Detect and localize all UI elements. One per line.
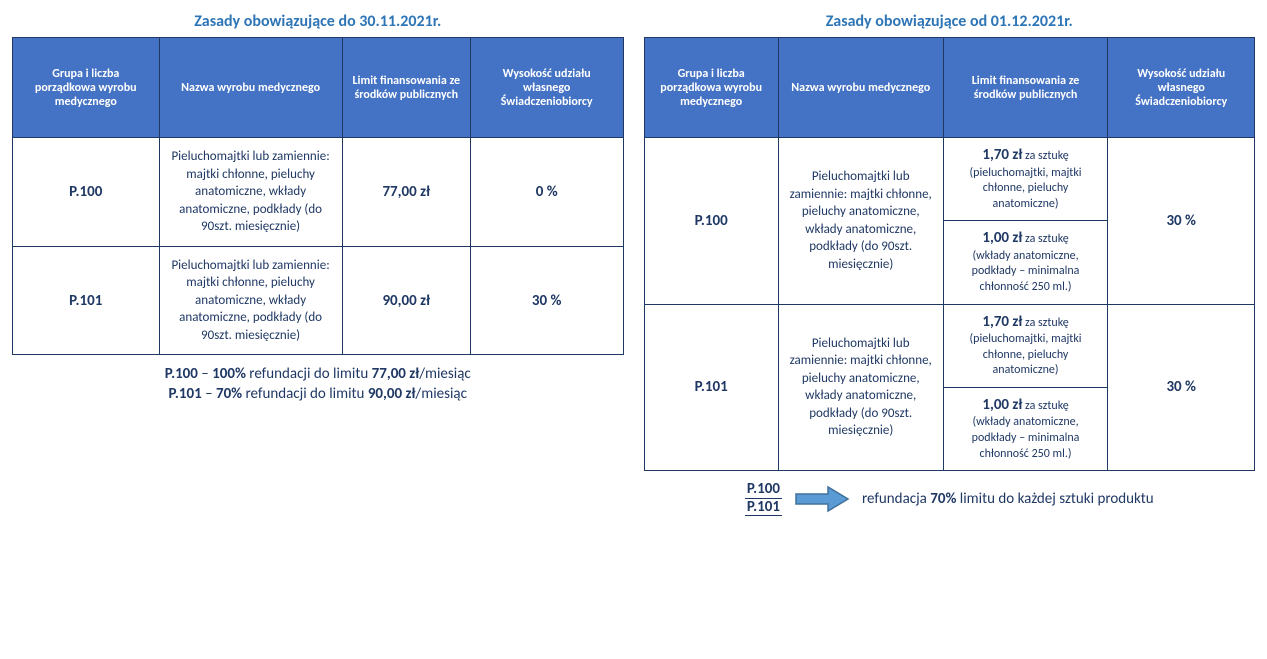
left-table: Grupa i liczba porządkowa wyrobu medyczn… [12,37,624,355]
table-row: P.101 Pieluchomajtki lub zamiennie: majt… [13,246,624,355]
note: (pieluchomajtki, majtki chłonne, pieluch… [970,332,1082,377]
left-title: Zasady obowiązujące do 30.11.2021r. [12,12,624,31]
right-title: Zasady obowiązujące od 01.12.2021r. [644,12,1256,31]
desc-cell: Pieluchomajtki lub zamiennie: majtki chł… [778,138,943,305]
col-header: Grupa i liczba porządkowa wyrobu medyczn… [13,38,160,138]
footer-codes: P.100 P.101 [745,481,782,516]
col-header: Grupa i liczba porządkowa wyrobu medyczn… [644,38,778,138]
pct-cell: 30 % [1108,304,1255,471]
price: 1,70 zł [982,313,1022,331]
note: (pieluchomajtki, majtki chłonne, pieluch… [970,166,1082,211]
footer-pct: 70% [216,385,242,403]
unit: za sztukę [1022,232,1068,246]
code-cell: P.101 [13,246,160,355]
right-footer: P.100 P.101 refundacja 70% limitu do każ… [644,481,1256,516]
left-footer: P.100 – 100% refundacji do limitu 77,00 … [12,365,624,403]
price: 1,00 zł [982,229,1022,247]
footer-end: /miesiąc [419,365,471,383]
unit: za sztukę [1022,149,1068,163]
sublimit-cell: 1,00 zł za sztukę (wkłady anatomiczne, p… [943,387,1108,470]
col-header: Limit finansowania ze środków publicznyc… [943,38,1108,138]
footer-mid: refundacji do limitu [242,385,368,403]
desc-cell: Pieluchomajtki lub zamiennie: majtki chł… [778,304,943,471]
footer-sep: – [202,385,216,403]
footer-code: P.100 [745,481,782,499]
price: 1,70 zł [982,146,1022,164]
footer-text: refundacja 70% limitu do każdej sztuki p… [862,490,1154,508]
sublimit-cell: 1,00 zł za sztukę (wkłady anatomiczne, p… [943,221,1108,304]
pct-cell: 30 % [470,246,623,355]
col-header: Nazwa wyrobu medycznego [778,38,943,138]
code-cell: P.100 [13,138,160,247]
unit: za sztukę [1022,316,1068,330]
pct-cell: 0 % [470,138,623,247]
comparison-wrapper: Zasady obowiązujące do 30.11.2021r. Grup… [12,12,1255,516]
col-header: Nazwa wyrobu medycznego [159,38,342,138]
right-panel: Zasady obowiązujące od 01.12.2021r. Grup… [644,12,1256,516]
footer-end: /miesiąc [415,385,467,403]
footer-line: P.101 – 70% refundacji do limitu 90,00 z… [12,385,624,403]
note: (wkłady anatomiczne, podkłady – minimaln… [972,249,1080,294]
footer-line: P.100 – 100% refundacji do limitu 77,00 … [12,365,624,383]
left-title-prefix: Zasady obowiązujące [194,12,338,31]
footer-val: 90,00 zł [368,385,416,403]
footer-val: 77,00 zł [372,365,420,383]
footer-pct: 100% [212,365,246,383]
sublimit-cell: 1,70 zł za sztukę (pieluchomajtki, majtk… [943,138,1108,221]
footer-pct: 70% [930,490,956,508]
table-header-row: Grupa i liczba porządkowa wyrobu medyczn… [13,38,624,138]
right-title-date: od 01.12.2021r. [970,12,1073,31]
pct-cell: 30 % [1108,138,1255,305]
col-header: Wysokość udziału własnego Świadczeniobio… [1108,38,1255,138]
footer-code: P.101 [169,385,202,403]
left-title-date: do 30.11.2021r. [338,12,441,31]
footer-sep: – [198,365,212,383]
arrow-right-icon [794,485,850,513]
footer-post: limitu do każdej sztuki produktu [956,490,1153,508]
footer-pre: refundacja [862,490,930,508]
unit: za sztukę [1022,399,1068,413]
right-title-prefix: Zasady obowiązujące [826,12,970,31]
code-cell: P.101 [644,304,778,471]
desc-cell: Pieluchomajtki lub zamiennie: majtki chł… [159,138,342,247]
code-cell: P.100 [644,138,778,305]
table-row: P.101 Pieluchomajtki lub zamiennie: majt… [644,304,1255,387]
table-row: P.100 Pieluchomajtki lub zamiennie: majt… [644,138,1255,221]
desc-cell: Pieluchomajtki lub zamiennie: majtki chł… [159,246,342,355]
sublimit-cell: 1,70 zł za sztukę (pieluchomajtki, majtk… [943,304,1108,387]
limit-cell: 90,00 zł [342,246,470,355]
price: 1,00 zł [982,396,1022,414]
table-row: P.100 Pieluchomajtki lub zamiennie: majt… [13,138,624,247]
table-header-row: Grupa i liczba porządkowa wyrobu medyczn… [644,38,1255,138]
left-panel: Zasady obowiązujące do 30.11.2021r. Grup… [12,12,624,405]
footer-mid: refundacji do limitu [246,365,372,383]
footer-code: P.101 [745,499,782,517]
footer-code: P.100 [165,365,198,383]
right-table: Grupa i liczba porządkowa wyrobu medyczn… [644,37,1256,471]
note: (wkłady anatomiczne, podkłady – minimaln… [972,415,1080,460]
col-header: Limit finansowania ze środków publicznyc… [342,38,470,138]
limit-cell: 77,00 zł [342,138,470,247]
col-header: Wysokość udziału własnego Świadczeniobio… [470,38,623,138]
